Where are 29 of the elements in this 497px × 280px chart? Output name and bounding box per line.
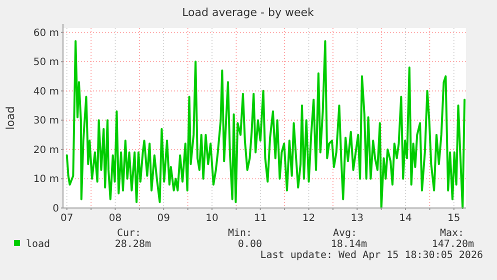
x-tick-label: 07 — [60, 213, 74, 224]
x-tick-label: 09 — [157, 213, 170, 224]
y-tick-label: 40 m — [33, 86, 59, 98]
text: 18.14m — [330, 239, 367, 250]
text: Max: — [440, 228, 464, 239]
y-tick-label: 0 — [52, 204, 59, 214]
text: Avg: — [332, 228, 358, 239]
x-tick-label: 14 — [399, 213, 412, 224]
y-tick-label: 50 m — [33, 57, 59, 68]
x-tick-label: 08 — [108, 213, 122, 224]
y-tick-label: 60 m — [33, 28, 59, 39]
x-tick-label: 15 — [448, 213, 460, 224]
text: Last update: Wed Apr 15 18:30:05 2026 — [260, 250, 483, 261]
line-series — [66, 40, 466, 209]
y-axis-title: load — [4, 106, 17, 130]
text: 147.20m — [432, 239, 474, 250]
legend-label: load — [26, 239, 50, 250]
text: Min: — [228, 228, 252, 239]
chart-title: Load average - by week — [182, 6, 315, 19]
y-tick-label: 30 m — [33, 116, 59, 127]
text: 28.28m — [114, 239, 151, 250]
x-tick-label: 11 — [254, 213, 267, 224]
x-tick-label: 13 — [350, 213, 364, 224]
y-tick-label: 10 m — [33, 174, 59, 186]
x-tick-label: 10 — [206, 213, 218, 224]
text: 0.00 — [238, 239, 262, 250]
text: Cur: — [116, 228, 142, 239]
x-tick-label: 12 — [302, 213, 316, 224]
y-tick-label: 20 m — [33, 144, 59, 156]
